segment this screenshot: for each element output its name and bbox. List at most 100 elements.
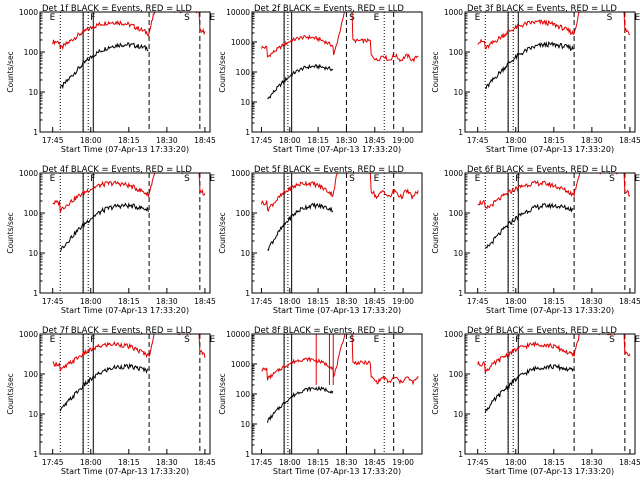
x-tick-label: 17:45 (251, 297, 273, 306)
interval-marker: F (90, 13, 95, 23)
y-tick-label: 10 (240, 249, 250, 258)
x-tick-label: 18:15 (307, 297, 329, 306)
plot-frame (39, 11, 211, 133)
x-tick-label: 18:15 (307, 458, 329, 467)
y-tick-label: 1000 (19, 169, 38, 178)
y-axis-label: Counts/sec (431, 373, 440, 414)
interval-marker: S (349, 13, 355, 23)
x-tick-label: 18:00 (505, 136, 527, 145)
lld-series-line (260, 12, 419, 63)
lld-series-line (52, 12, 206, 51)
lld-series-line (261, 334, 419, 386)
interval-marker: E (50, 174, 56, 184)
y-tick-label: 1 (458, 450, 463, 459)
y-axis-label: Counts/sec (6, 373, 15, 414)
x-tick-label: 18:45 (619, 136, 640, 145)
panel-title: Det 6f BLACK = Events, RED = LLD (467, 165, 617, 175)
panel-title: Det 4f BLACK = Events, RED = LLD (42, 165, 192, 175)
y-tick-label: 1000 (444, 330, 463, 339)
y-axis-label: Counts/sec (218, 51, 227, 92)
plot-frame (464, 11, 636, 133)
panel-title: Det 2f BLACK = Events, RED = LLD (254, 4, 404, 14)
x-tick-label: 18:15 (543, 297, 565, 306)
x-tick-label: 18:45 (619, 458, 640, 467)
y-tick-label: 100 (449, 370, 464, 379)
y-axis-label: Counts/sec (431, 212, 440, 253)
y-tick-label: 1000 (444, 169, 463, 178)
events-series-line (267, 385, 334, 423)
x-tick-label: 17:45 (251, 136, 273, 145)
interval-marker: F (90, 174, 95, 184)
y-tick-label: 100 (24, 48, 39, 57)
plot-frame (39, 172, 211, 294)
x-tick-label: 18:00 (279, 136, 301, 145)
y-tick-label: 1 (458, 289, 463, 298)
y-tick-label: 100 (449, 209, 464, 218)
y-tick-label: 1 (33, 450, 38, 459)
x-tick-label: 18:45 (364, 136, 386, 145)
plot-area (260, 173, 419, 293)
y-tick-label: 1000 (19, 8, 38, 17)
interval-marker: E (635, 335, 640, 345)
x-tick-label: 18:30 (156, 136, 178, 145)
interval-marker: S (349, 335, 355, 345)
y-tick-label: 100 (24, 370, 39, 379)
y-tick-label: 1000 (444, 8, 463, 17)
x-tick-label: 18:30 (156, 458, 178, 467)
interval-marker: S (607, 13, 613, 23)
plot-frame (464, 333, 636, 455)
plot-frame (251, 172, 423, 294)
x-tick-label: 18:15 (307, 136, 329, 145)
interval-marker: E (475, 174, 481, 184)
plot-frame (251, 11, 423, 133)
interval-marker: S (184, 174, 190, 184)
x-tick-label: 18:30 (156, 297, 178, 306)
y-tick-label: 1 (458, 128, 463, 137)
interval-marker: E (50, 13, 56, 23)
y-axis-label: Counts/sec (6, 212, 15, 253)
x-tick-label: 18:30 (336, 297, 358, 306)
lld-series-line (52, 173, 206, 214)
y-tick-label: 100 (449, 48, 464, 57)
interval-marker: E (210, 174, 216, 184)
x-tick-label: 18:15 (543, 136, 565, 145)
y-tick-label: 1 (245, 450, 250, 459)
events-series-line (267, 202, 334, 252)
y-tick-label: 10 (28, 88, 38, 97)
events-series-line (485, 202, 574, 249)
x-tick-label: 18:00 (80, 136, 102, 145)
panel-title: Det 1f BLACK = Events, RED = LLD (42, 4, 192, 14)
plot-area (477, 173, 631, 293)
interval-marker: S (349, 174, 355, 184)
x-axis-label: Start Time (07-Apr-13 17:33:20) (61, 467, 189, 476)
y-tick-label: 100 (24, 209, 39, 218)
y-tick-label: 10 (240, 420, 250, 429)
x-tick-label: 18:30 (336, 458, 358, 467)
plot-frame (464, 172, 636, 294)
interval-marker: S (184, 335, 190, 345)
y-axis-label: Counts/sec (6, 51, 15, 92)
y-axis-label: Counts/sec (218, 212, 227, 253)
x-axis-label: Start Time (07-Apr-13 17:33:20) (486, 467, 614, 476)
x-tick-label: 17:45 (467, 458, 489, 467)
interval-marker: S (184, 13, 190, 23)
y-tick-label: 10 (240, 98, 250, 107)
y-tick-label: 10000 (226, 8, 250, 17)
x-tick-label: 18:45 (194, 297, 216, 306)
interval-marker: E (475, 13, 481, 23)
y-tick-label: 1000 (231, 360, 250, 369)
panel-title: Det 5f BLACK = Events, RED = LLD (254, 165, 404, 175)
x-tick-label: 18:00 (505, 458, 527, 467)
plot-frame (251, 333, 423, 455)
x-axis-label: Start Time (07-Apr-13 17:33:20) (273, 306, 401, 315)
y-tick-label: 10000 (226, 330, 250, 339)
plot-frame (39, 333, 211, 455)
interval-marker: E (210, 335, 216, 345)
x-tick-label: 18:30 (581, 458, 603, 467)
y-tick-label: 1000 (231, 38, 250, 47)
